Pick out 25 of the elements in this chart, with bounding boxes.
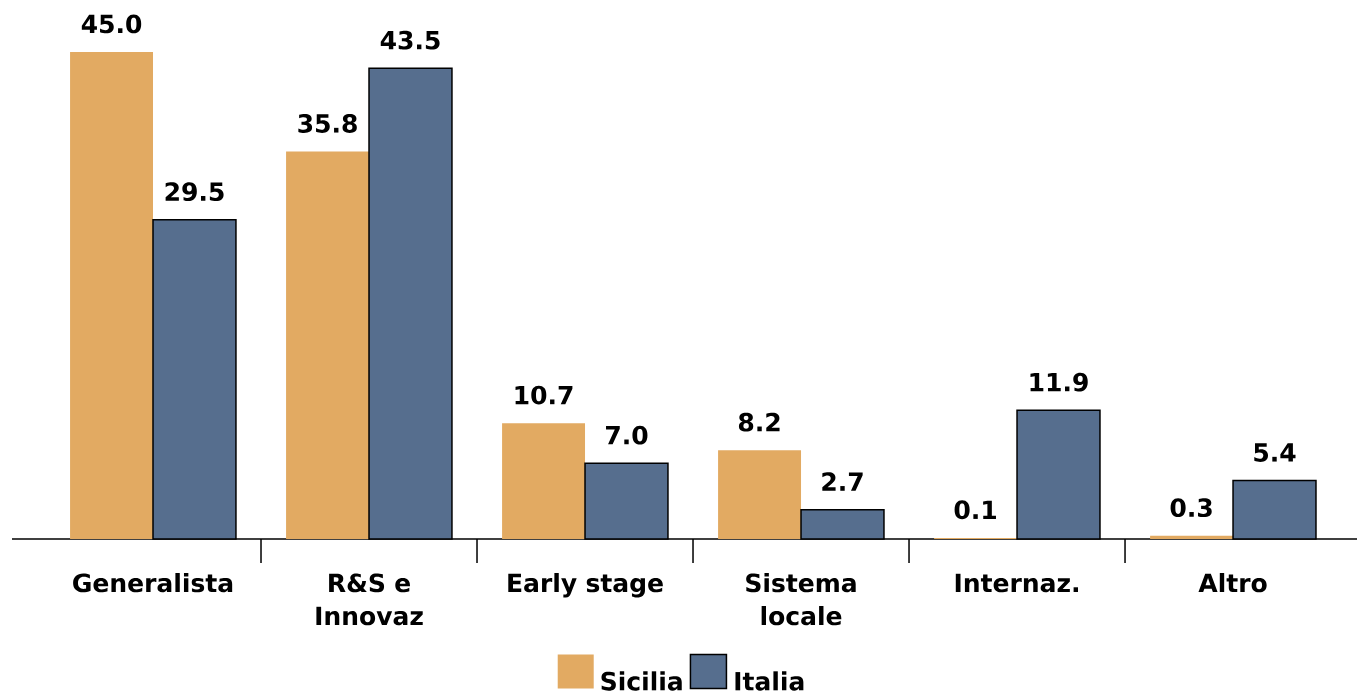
x-tick-label: Sistema locale <box>746 573 856 626</box>
data-label: 0.1 <box>954 500 996 520</box>
bar <box>718 450 802 539</box>
data-label: 11.9 <box>1030 372 1088 392</box>
data-label: 7.0 <box>606 425 648 445</box>
data-label: 35.8 <box>298 114 357 133</box>
bar <box>502 423 586 539</box>
x-tick-label: Generalista <box>73 573 233 593</box>
x-tick-label: Internaz. <box>955 573 1078 593</box>
data-label: 29.5 <box>165 182 224 202</box>
data-label: 8.2 <box>738 412 780 432</box>
data-label: 43.5 <box>380 30 440 50</box>
data-label: 45.0 <box>81 14 142 34</box>
legend-label: Sicilia <box>601 671 682 691</box>
bar <box>286 151 370 539</box>
data-label: 0.3 <box>1170 498 1212 518</box>
bar <box>70 51 154 539</box>
bar <box>1150 535 1234 539</box>
x-tick-label: R&S e Innovaz <box>316 573 423 626</box>
data-label: 10.7 <box>515 385 573 405</box>
data-label: 2.7 <box>822 472 863 491</box>
legend-label: Italia <box>735 671 804 691</box>
data-label: 5.4 <box>1254 443 1296 462</box>
x-tick-label: Altro <box>1198 573 1267 593</box>
x-tick-label: Early stage <box>508 573 663 598</box>
